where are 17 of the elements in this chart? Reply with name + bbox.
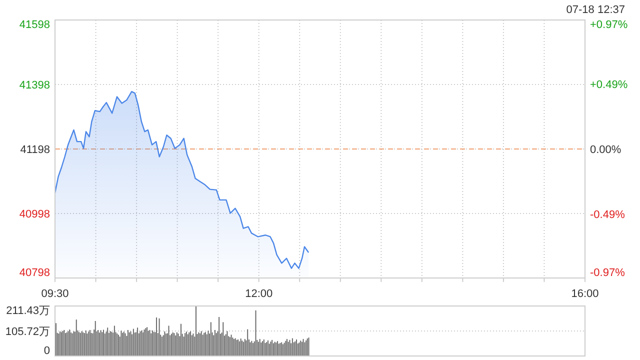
y-tick-label: 211.43万 (6, 305, 50, 317)
x-tick-label: 12:00 (245, 288, 273, 300)
text: 07-18 12:37 (566, 4, 625, 16)
y-tick-label: 41598 (19, 19, 50, 31)
y-tick-label: 0 (44, 345, 50, 357)
y-tick-label: 105.72万 (5, 326, 50, 338)
x-tick-label: 09:30 (41, 288, 69, 300)
y-tick-label: 40798 (19, 267, 50, 279)
y2-tick-label: -0.97% (590, 267, 626, 279)
y2-tick-label: -0.49% (590, 209, 626, 222)
y2-tick-label: +0.49% (590, 78, 628, 91)
x-tick-label: 16:00 (571, 288, 599, 300)
y-tick-label: 41198 (20, 144, 50, 156)
y2-tick-label: +0.97% (590, 19, 628, 31)
y2-tick-label: 0.00% (590, 144, 622, 156)
y-tick-label: 40998 (19, 208, 50, 220)
y-tick-label: 41398 (19, 80, 50, 92)
